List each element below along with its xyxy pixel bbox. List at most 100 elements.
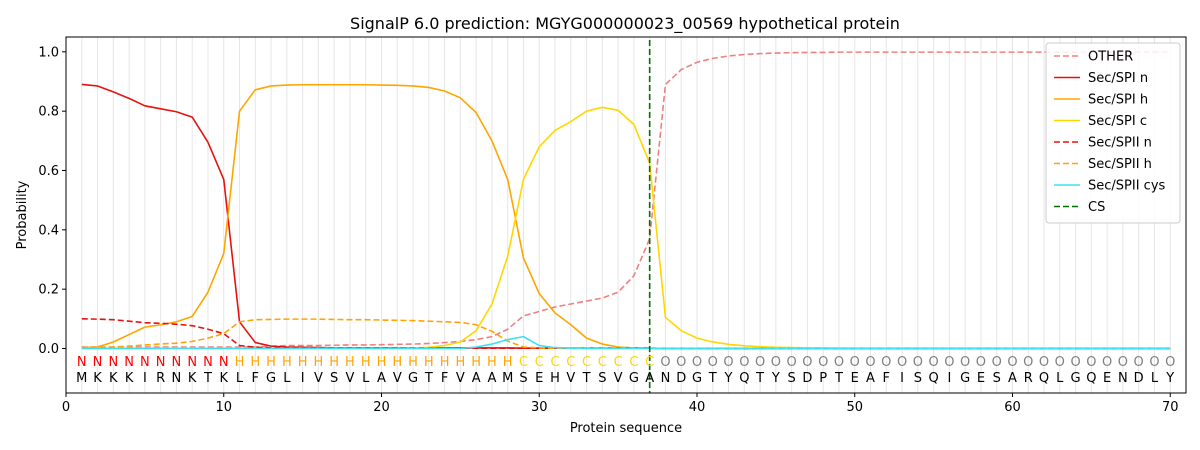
region-label: O bbox=[1134, 355, 1144, 370]
legend-box bbox=[1045, 42, 1181, 224]
x-tick-label: 30 bbox=[531, 400, 548, 415]
region-label: O bbox=[913, 355, 923, 370]
series-line bbox=[81, 318, 1171, 350]
region-label: N bbox=[77, 355, 87, 370]
region-label: O bbox=[723, 355, 733, 370]
region-label: N bbox=[203, 355, 213, 370]
residue-label: D bbox=[1134, 371, 1144, 386]
x-tick-label: 10 bbox=[215, 400, 232, 415]
residue-label: Q bbox=[739, 371, 749, 386]
residue-label: V bbox=[566, 371, 575, 386]
residue-label: Q bbox=[928, 371, 938, 386]
residue-label: V bbox=[345, 371, 354, 386]
region-label: C bbox=[566, 355, 575, 370]
region-label: N bbox=[140, 355, 150, 370]
region-label: C bbox=[614, 355, 623, 370]
residue-label: Q bbox=[1086, 371, 1096, 386]
region-label: O bbox=[1165, 355, 1175, 370]
region-label: O bbox=[834, 355, 844, 370]
y-tick-label: 0.4 bbox=[38, 223, 59, 238]
residue-label: G bbox=[266, 371, 276, 386]
region-label: H bbox=[298, 355, 308, 370]
series-line bbox=[81, 106, 1171, 350]
region-label: C bbox=[645, 355, 654, 370]
region-label: H bbox=[314, 355, 324, 370]
residue-label: M bbox=[502, 371, 513, 386]
series-line bbox=[81, 318, 1171, 350]
residue-label: F bbox=[252, 371, 259, 386]
x-tick-label: 50 bbox=[846, 400, 863, 415]
region-label: O bbox=[850, 355, 860, 370]
region-label: O bbox=[881, 355, 891, 370]
region-label: N bbox=[93, 355, 103, 370]
region-label: H bbox=[266, 355, 276, 370]
residue-label: T bbox=[203, 371, 212, 386]
region-label: O bbox=[960, 355, 970, 370]
region-label: O bbox=[897, 355, 907, 370]
region-label: O bbox=[1007, 355, 1017, 370]
legend-entry: Sec/SPI c bbox=[1088, 114, 1147, 129]
residue-label: K bbox=[125, 371, 134, 386]
region-label: N bbox=[219, 355, 229, 370]
residue-label: L bbox=[283, 371, 291, 386]
residue-label: L bbox=[1056, 371, 1064, 386]
legend-entry: Sec/SPII n bbox=[1088, 136, 1152, 151]
residue-label: L bbox=[236, 371, 244, 386]
residue-label: A bbox=[645, 371, 654, 386]
residue-label: E bbox=[851, 371, 859, 386]
region-label: H bbox=[282, 355, 292, 370]
chart-title: SignalP 6.0 prediction: MGYG000000023_00… bbox=[350, 14, 900, 34]
residue-label: T bbox=[755, 371, 764, 386]
x-tick-label: 20 bbox=[373, 400, 390, 415]
x-tick-label: 0 bbox=[62, 400, 70, 415]
residue-label: N bbox=[172, 371, 182, 386]
legend-entry: Sec/SPII cys bbox=[1088, 179, 1166, 194]
residue-label: G bbox=[692, 371, 702, 386]
region-label: O bbox=[976, 355, 986, 370]
region-label: O bbox=[1039, 355, 1049, 370]
residue-label: N bbox=[661, 371, 671, 386]
residue-label: D bbox=[802, 371, 812, 386]
residue-label: S bbox=[788, 371, 796, 386]
legend-entry: CS bbox=[1088, 200, 1105, 215]
region-label: H bbox=[345, 355, 355, 370]
residue-label: S bbox=[519, 371, 527, 386]
residue-label: T bbox=[424, 371, 433, 386]
y-axis-label: Probability bbox=[15, 180, 30, 249]
residue-label: Y bbox=[771, 371, 780, 386]
region-label: O bbox=[1055, 355, 1065, 370]
region-label: H bbox=[455, 355, 465, 370]
axes: 0 10 20 30 40 50 60 70 0.0 0.2 0.4 0.6 0.8 1.0 bbox=[38, 45, 1178, 415]
region-label: H bbox=[440, 355, 450, 370]
region-label: C bbox=[535, 355, 544, 370]
region-label: H bbox=[424, 355, 434, 370]
x-tick-label: 70 bbox=[1162, 400, 1179, 415]
legend-entry: Sec/SPI n bbox=[1088, 71, 1148, 86]
region-label: O bbox=[1023, 355, 1033, 370]
residue-label: D bbox=[676, 371, 686, 386]
grid bbox=[81, 37, 1171, 393]
residue-label: S bbox=[993, 371, 1001, 386]
region-label: O bbox=[755, 355, 765, 370]
residue-label: A bbox=[377, 371, 386, 386]
residue-label: V bbox=[393, 371, 402, 386]
residue-label: A bbox=[472, 371, 481, 386]
region-label: O bbox=[992, 355, 1002, 370]
residue-label: L bbox=[1151, 371, 1159, 386]
region-label: O bbox=[802, 355, 812, 370]
y-tick-label: 0.2 bbox=[38, 283, 59, 298]
region-label: N bbox=[156, 355, 166, 370]
residue-label: Y bbox=[724, 371, 733, 386]
plot-frame bbox=[65, 36, 1187, 394]
residue-label: G bbox=[629, 371, 639, 386]
x-tick-label: 60 bbox=[1004, 400, 1021, 415]
residue-label: S bbox=[598, 371, 606, 386]
residue-label: S bbox=[914, 371, 922, 386]
residue-label: V bbox=[456, 371, 465, 386]
region-label: H bbox=[377, 355, 387, 370]
residue-label: K bbox=[93, 371, 102, 386]
residue-label: K bbox=[188, 371, 197, 386]
residue-label: S bbox=[330, 371, 338, 386]
residue-label: M bbox=[76, 371, 87, 386]
